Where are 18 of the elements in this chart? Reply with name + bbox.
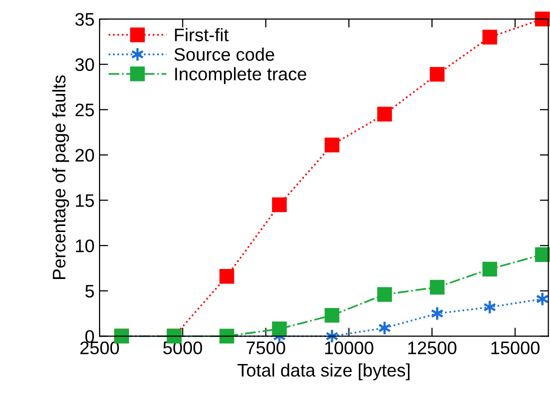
y-tick-label: 10 [76,239,94,252]
y-tick-label: 20 [76,148,94,162]
legend-label: Incomplete trace [175,67,306,84]
x-tick-label: 12500 [408,341,456,354]
legend-label: Source code [174,48,274,61]
y-tick-label: 25 [76,104,94,116]
y-tick-label: 15 [76,194,94,207]
legend-label: First-fit [175,28,229,42]
y-tick-label: 30 [75,58,94,72]
x-tick-label: 7500 [246,341,286,354]
x-tick-label: 15000 [491,341,540,354]
y-tick-label: 35 [75,12,94,26]
y-axis-title: Percentage of page faults [52,75,70,279]
x-tick-label: 2500 [80,341,119,354]
x-axis-title: Total data size [bytes] [238,363,410,380]
x-tick-label: 10000 [325,341,374,354]
y-tick-label: 0 [85,330,94,343]
y-tick-label: 5 [85,284,94,298]
